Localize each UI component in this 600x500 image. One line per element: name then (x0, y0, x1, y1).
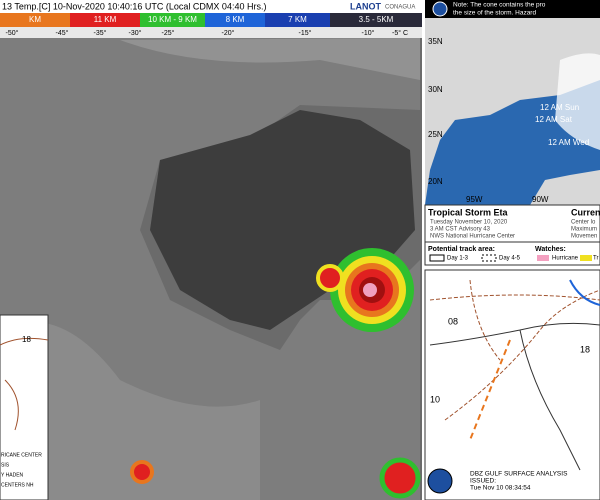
inset-footer: RICANE CENTER (1, 452, 42, 458)
logo: CONAGUA (385, 5, 415, 11)
color-scale: KM 11 KM 10 KM - 9 KM 8 KM 7 KM 3.5 - 5KM (0, 13, 422, 27)
clouds (0, 321, 260, 500)
front (0, 337, 49, 431)
surface-label: 18 (580, 344, 590, 354)
cone (555, 53, 600, 151)
track-title: Potential track area: (428, 246, 495, 253)
info-box (424, 204, 600, 266)
scale-segment (205, 13, 265, 27)
note: Note: The cone contains the pro (453, 2, 546, 9)
date: Tuesday November 10, 2020 (430, 220, 508, 226)
temp-label: -20° (222, 29, 235, 37)
legend-swatch (429, 254, 445, 262)
inset-label: 18 (22, 335, 31, 344)
legend-label: Day 4-5 (499, 256, 521, 262)
legend-swatch (537, 255, 549, 261)
coast (429, 322, 600, 471)
surface-map (424, 269, 600, 500)
storm (130, 248, 421, 499)
surface-label: 08 (448, 316, 458, 326)
current: Movemen (571, 234, 597, 240)
temps: -50° -45° -35° -30° -25° -20° -15° -10° -5° C (6, 29, 408, 37)
current: Curren (571, 207, 600, 217)
scale-segment (70, 13, 140, 27)
legend-label: Day 1-3 (447, 256, 469, 262)
temp-label: -25° (162, 29, 175, 37)
temp-label: -35° (94, 29, 107, 37)
storm-ring (316, 264, 344, 292)
isobar (429, 279, 600, 421)
trough (469, 339, 511, 441)
temp-label: -30° (129, 29, 142, 37)
center: NWS National Hurricane Center (430, 234, 515, 240)
clouds (120, 38, 420, 80)
surface-footer: DBZ GULF SURFACE ANALYSIS (470, 471, 568, 478)
scale-label: 8 KM (226, 15, 245, 24)
scale-segment (0, 13, 70, 27)
storm-ring (130, 460, 154, 484)
scale-segment (330, 13, 422, 27)
inset-footer: SIS (1, 462, 10, 468)
lon: 95W (466, 195, 483, 204)
legend-label: Hurricane (552, 256, 579, 262)
logo: LANOT (350, 1, 381, 11)
note: the size of the storm. Hazard (453, 10, 536, 17)
scale-label: 3.5 - 5KM (359, 15, 394, 24)
temp-label: -15° (299, 29, 312, 37)
surface-footer: ISSUED: (470, 478, 496, 485)
current: Center lo (571, 220, 596, 226)
surface-label: 10 (430, 394, 440, 404)
scale-label: 10 KM - 9 KM (148, 15, 197, 24)
lat: 20N (428, 177, 443, 186)
inset (0, 314, 49, 500)
scale-label: 11 KM (94, 15, 117, 24)
legend-label: Tr (593, 256, 598, 262)
inset-footer: CENTERS NH (1, 482, 34, 488)
temp-label: -50° (6, 29, 19, 37)
front (569, 279, 600, 306)
noaa-logo (427, 468, 453, 494)
scale-label: 7 KM (288, 15, 307, 24)
watches: Watches: (535, 246, 566, 253)
time: 12 AM Wed (548, 138, 589, 147)
lat: 35N (428, 37, 443, 46)
lat: 30N (428, 85, 443, 94)
land (425, 18, 600, 205)
scale-segment (140, 13, 205, 27)
advisory: 3 AM CST Advisory 43 (430, 227, 491, 233)
title: 13 Temp.[C] 10-Nov-2020 10:40:16 UTC (Lo… (2, 1, 266, 11)
lon: 90W (532, 195, 549, 204)
temp-label: -45° (56, 29, 69, 37)
temp-label: -10° (362, 29, 375, 37)
storm-name: Tropical Storm Eta (428, 207, 509, 217)
legend-swatch (580, 255, 592, 261)
scale-segment (265, 13, 330, 27)
inset-footer: Y HADEN (1, 472, 24, 478)
noaa-logo (432, 1, 448, 17)
scale-label: KM (29, 15, 41, 24)
title-bar (0, 0, 422, 13)
temp-bar (0, 27, 422, 38)
surface-footer: Tue Nov 10 08:34:54 (470, 485, 531, 492)
lat: 25N (428, 130, 443, 139)
land (530, 170, 600, 205)
time: 12 AM Sat (535, 115, 573, 124)
storm-ring (379, 457, 421, 499)
temp-label: -5° C (392, 29, 408, 37)
note-bar (425, 0, 600, 18)
current: Maximum (571, 227, 597, 233)
legend-swatch (481, 254, 497, 262)
storm-ring (363, 283, 377, 297)
time: 12 AM Sun (540, 103, 579, 112)
